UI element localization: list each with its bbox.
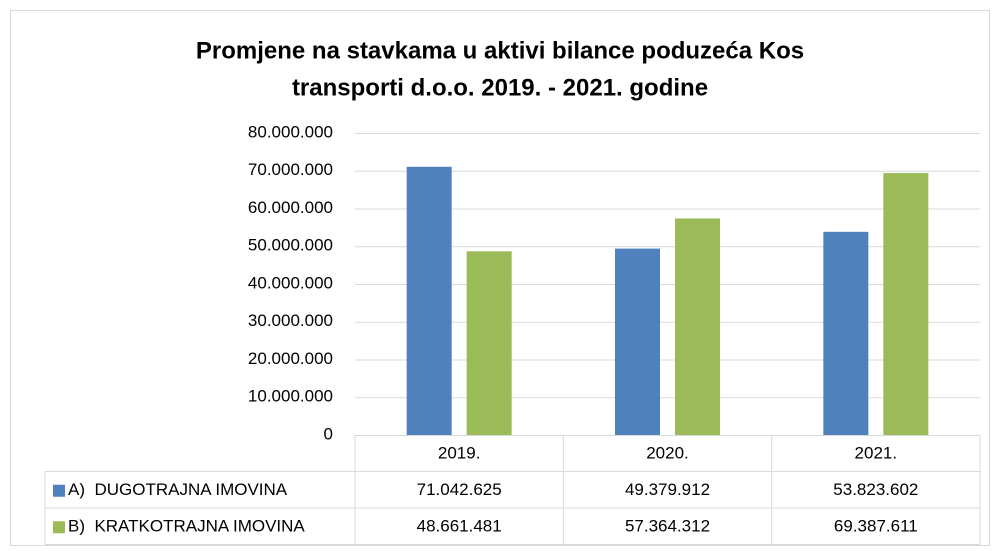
table-value: 71.042.625 [417, 480, 502, 499]
y-tick-label: 20.000.000 [248, 349, 333, 368]
y-tick-label: 0 [324, 424, 333, 443]
legend-swatch [53, 521, 65, 534]
table-value: 49.379.912 [625, 480, 710, 499]
table-value: 48.661.481 [417, 517, 502, 536]
bar [883, 173, 929, 435]
bar [675, 218, 720, 435]
y-tick-label: 80.000.000 [248, 122, 333, 141]
table-value: 53.823.602 [833, 480, 918, 499]
bar [615, 248, 660, 435]
legend-swatch [53, 484, 65, 497]
bar [823, 231, 869, 435]
y-tick-label: 70.000.000 [248, 160, 333, 179]
table-value: 69.387.611 [834, 517, 918, 536]
y-tick-label: 10.000.000 [248, 387, 333, 406]
legend-label: A) DUGOTRAJNA IMOVINA [68, 480, 288, 499]
table-value: 57.364.312 [625, 517, 710, 536]
y-tick-label: 50.000.000 [248, 236, 333, 255]
y-tick-label: 40.000.000 [248, 273, 333, 292]
bar [406, 166, 452, 435]
x-tick-label: 2021. [855, 444, 898, 463]
chart-title: transporti d.o.o. 2019. - 2021. godine [292, 74, 708, 101]
x-tick-label: 2020. [646, 444, 689, 463]
x-tick-label: 2019. [438, 444, 481, 463]
legend-label: B) KRATKOTRAJNA IMOVINA [68, 517, 305, 536]
chart-title: Promjene na stavkama u aktivi bilance po… [196, 37, 804, 64]
bar [466, 251, 512, 435]
y-tick-label: 60.000.000 [248, 198, 333, 217]
y-tick-label: 30.000.000 [248, 311, 333, 330]
